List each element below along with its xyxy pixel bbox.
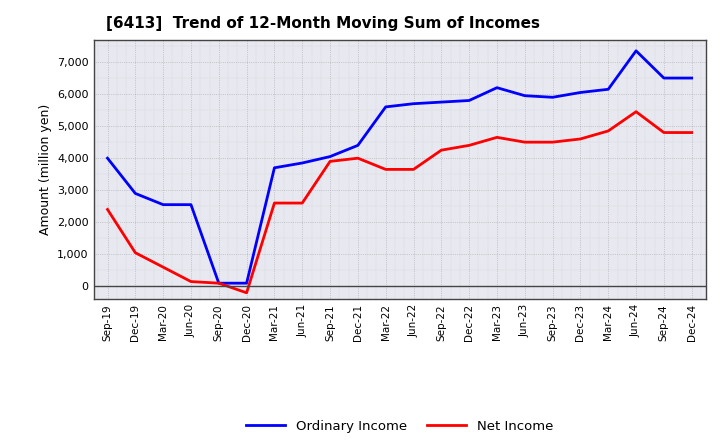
- Net Income: [298, 200, 307, 205]
- Net Income: [521, 139, 529, 145]
- Ordinary Income: [409, 101, 418, 106]
- Ordinary Income: [186, 202, 195, 207]
- Net Income: [631, 109, 640, 114]
- Net Income: [688, 130, 696, 135]
- Ordinary Income: [382, 104, 390, 110]
- Ordinary Income: [242, 281, 251, 286]
- Net Income: [604, 128, 613, 134]
- Ordinary Income: [492, 85, 501, 90]
- Net Income: [382, 167, 390, 172]
- Ordinary Income: [325, 154, 334, 159]
- Ordinary Income: [549, 95, 557, 100]
- Net Income: [242, 290, 251, 295]
- Net Income: [103, 207, 112, 212]
- Net Income: [660, 130, 668, 135]
- Line: Ordinary Income: Ordinary Income: [107, 51, 692, 283]
- Net Income: [186, 279, 195, 284]
- Net Income: [492, 135, 501, 140]
- Net Income: [549, 139, 557, 145]
- Ordinary Income: [631, 48, 640, 53]
- Ordinary Income: [660, 75, 668, 81]
- Text: [6413]  Trend of 12-Month Moving Sum of Incomes: [6413] Trend of 12-Month Moving Sum of I…: [106, 16, 540, 32]
- Ordinary Income: [298, 160, 307, 165]
- Ordinary Income: [521, 93, 529, 98]
- Ordinary Income: [465, 98, 474, 103]
- Ordinary Income: [103, 156, 112, 161]
- Net Income: [576, 136, 585, 142]
- Net Income: [437, 147, 446, 153]
- Ordinary Income: [131, 191, 140, 196]
- Net Income: [159, 264, 168, 270]
- Net Income: [325, 159, 334, 164]
- Y-axis label: Amount (million yen): Amount (million yen): [39, 104, 52, 235]
- Line: Net Income: Net Income: [107, 112, 692, 293]
- Ordinary Income: [215, 281, 223, 286]
- Legend: Ordinary Income, Net Income: Ordinary Income, Net Income: [240, 415, 559, 438]
- Net Income: [270, 200, 279, 205]
- Net Income: [465, 143, 474, 148]
- Net Income: [409, 167, 418, 172]
- Ordinary Income: [354, 143, 362, 148]
- Net Income: [354, 156, 362, 161]
- Ordinary Income: [270, 165, 279, 170]
- Ordinary Income: [576, 90, 585, 95]
- Ordinary Income: [437, 99, 446, 105]
- Ordinary Income: [159, 202, 168, 207]
- Net Income: [215, 281, 223, 286]
- Ordinary Income: [604, 87, 613, 92]
- Ordinary Income: [688, 75, 696, 81]
- Net Income: [131, 250, 140, 255]
